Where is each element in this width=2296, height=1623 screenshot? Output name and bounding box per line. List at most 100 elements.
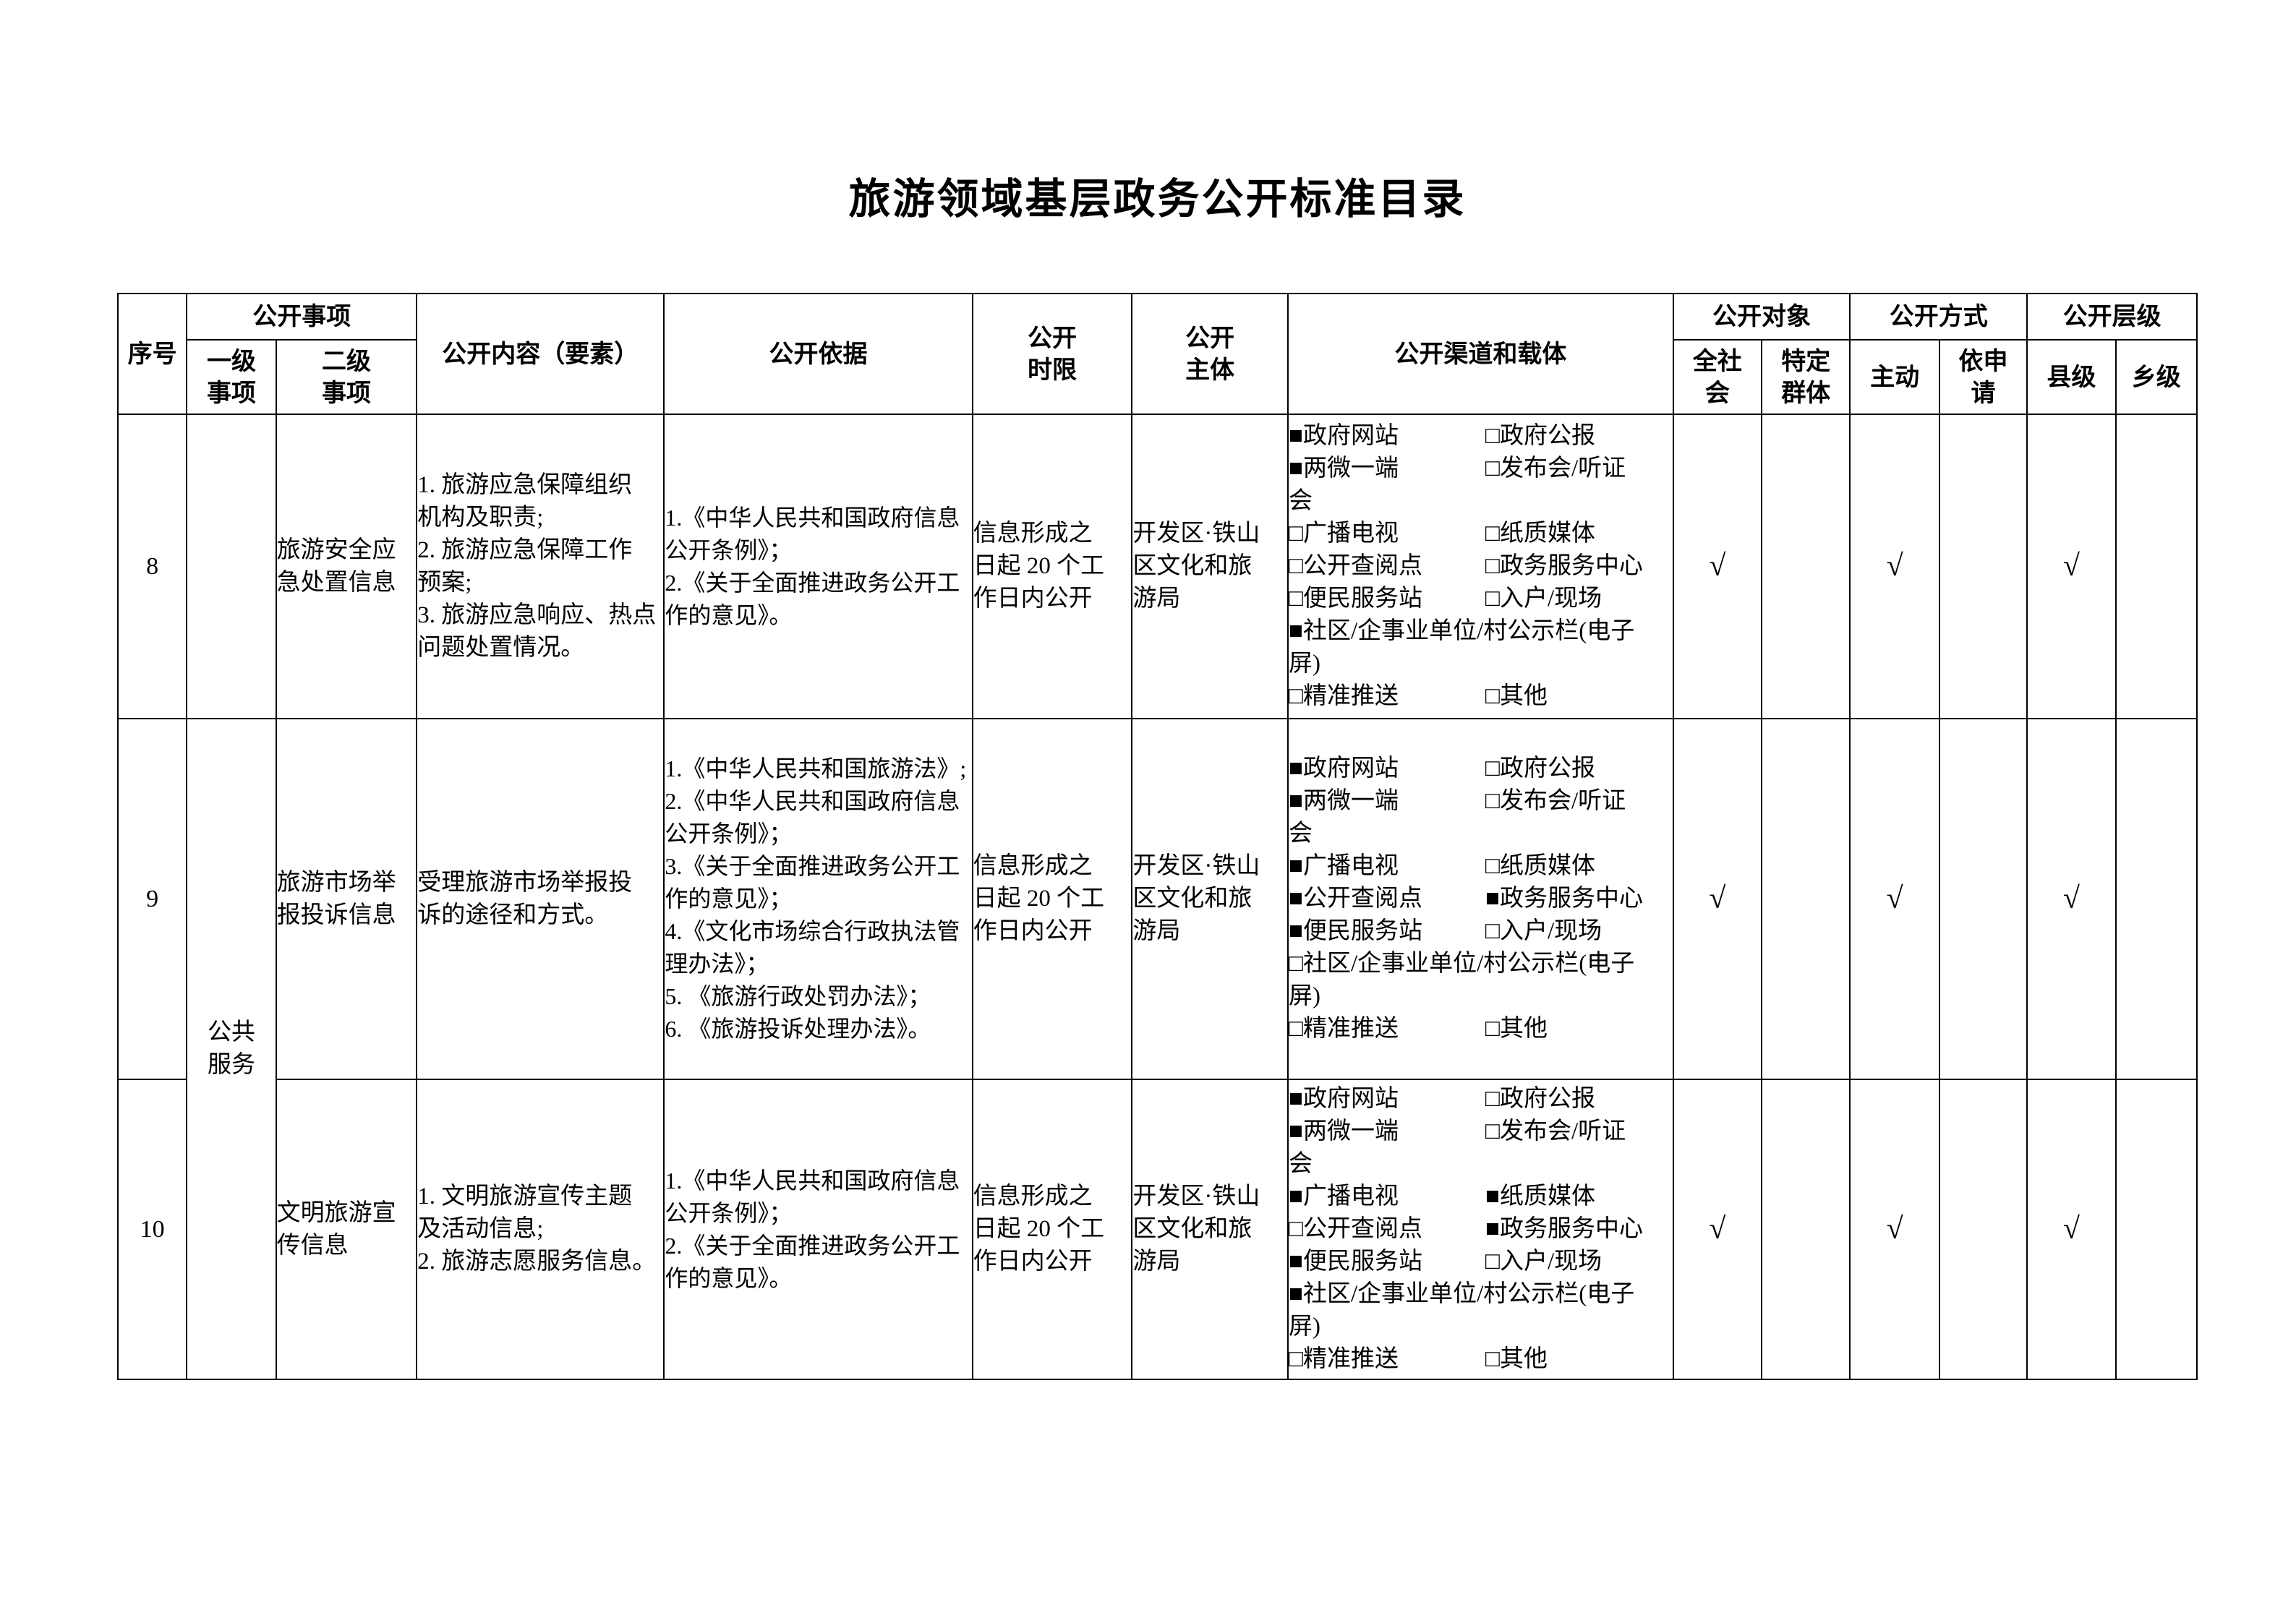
channel-right-item: □政府公报 xyxy=(1485,423,1595,449)
channel-line: □社区/企事业单位/村公示栏(电子 xyxy=(1289,948,1672,980)
channel-line: ■两微一端 □发布会/听证 xyxy=(1289,453,1672,485)
channel-line: □公开查阅点 □政务服务中心 xyxy=(1289,550,1672,583)
channel-left-item: ■社区/企事业单位/村公示栏(电子 xyxy=(1289,1281,1635,1307)
level1-cell xyxy=(186,414,277,719)
header-level2: 二级 事项 xyxy=(275,339,418,415)
channel-line: □精准推送 □其他 xyxy=(1289,1343,1672,1376)
header-basis: 公开依据 xyxy=(663,293,973,415)
seq-cell: 8 xyxy=(116,414,188,719)
channel-line: 屏) xyxy=(1289,648,1672,680)
header-row-sub: 一级 事项 二级 事项 全社 会 特定 群体 主动 依申 请 县级 乡级 xyxy=(118,339,2198,415)
time-limit-cell: 信息形成之 日起 20 个工 作日内公开 xyxy=(971,1079,1133,1380)
header-seq: 序号 xyxy=(116,293,188,415)
channel-left-item: ■政府网站 xyxy=(1289,1086,1399,1112)
check-level-town xyxy=(2114,1079,2198,1380)
channel-right-item: □入户/现场 xyxy=(1485,586,1602,612)
channel-right-item: □其他 xyxy=(1485,683,1548,709)
time-limit-cell: 信息形成之 日起 20 个工 作日内公开 xyxy=(971,718,1133,1080)
channel-left-item: 屏) xyxy=(1289,983,1321,1009)
channels-cell: ■政府网站 □政府公报 ■两微一端 □发布会/听证 会 ■广播电视 ■纸质媒体 □公开… xyxy=(1287,1079,1674,1380)
header-level-group: 公开层级 xyxy=(2026,293,2198,341)
channel-line: ■社区/企事业单位/村公示栏(电子 xyxy=(1289,1278,1672,1311)
header-time-limit: 公开 时限 xyxy=(971,293,1133,415)
channel-left-item: ■便民服务站 xyxy=(1289,918,1422,944)
channel-left-item: 屏) xyxy=(1289,651,1321,677)
check-mode-active: √ xyxy=(1849,414,1940,719)
channel-left-item: 会 xyxy=(1289,488,1313,514)
channel-left-item: ■广播电视 xyxy=(1289,1183,1399,1209)
channel-line: 会 xyxy=(1289,485,1672,518)
seq-cell: 9 xyxy=(116,718,188,1080)
channel-line: □精准推送 □其他 xyxy=(1289,680,1672,713)
subject-cell: 开发区·铁山 区文化和旅 游局 xyxy=(1131,718,1289,1080)
channel-right-item: □其他 xyxy=(1485,1016,1548,1042)
channel-left-item: □精准推送 xyxy=(1289,1016,1399,1042)
channel-right-item: □政府公报 xyxy=(1485,755,1595,781)
basis-cell: 1.《中华人民共和国政府信息 公开条例》； 2.《关于全面推进政务公开工 作的意… xyxy=(663,414,973,719)
channel-line: ■政府网站 □政府公报 xyxy=(1289,420,1672,453)
channel-left-item: □公开查阅点 xyxy=(1289,553,1422,579)
header-row-groups: 序号 公开事项 公开内容（要素） 公开依据 公开 时限 公开 主体 公开渠道和载… xyxy=(116,293,2198,415)
channel-line: ■便民服务站 □入户/现场 xyxy=(1289,915,1672,948)
channel-line: ■社区/企事业单位/村公示栏(电子 xyxy=(1289,615,1672,648)
basis-cell: 1.《中华人民共和国旅游法》; 2.《中华人民共和国政府信息 公开条例》； 3.… xyxy=(663,718,973,1080)
header-subject: 公开 主体 xyxy=(1131,293,1289,415)
channel-left-item: □精准推送 xyxy=(1289,1346,1399,1372)
table-row: 9 公共 服务 旅游市场举 报投诉信息 受理旅游市场举报投 诉的途径和方式。 1… xyxy=(116,718,2198,1380)
channel-line: 屏) xyxy=(1289,1311,1672,1343)
content-cell: 1. 旅游应急保障组织 机构及职责; 2. 旅游应急保障工作 预案; 3. 旅游… xyxy=(416,414,665,719)
channel-right-item: □政务服务中心 xyxy=(1485,553,1643,579)
level2-cell: 文明旅游宣 传信息 xyxy=(275,1079,418,1380)
channels-cell: ■政府网站 □政府公报 ■两微一端 □发布会/听证 会 ■广播电视 □纸质媒体 ■公开… xyxy=(1287,718,1674,1080)
channel-right-item: □发布会/听证 xyxy=(1485,1118,1626,1144)
header-channels: 公开渠道和载体 xyxy=(1287,293,1674,415)
channel-right-item: □发布会/听证 xyxy=(1485,455,1626,481)
channel-right-item: ■纸质媒体 xyxy=(1485,1183,1595,1209)
header-target-group: 公开对象 xyxy=(1672,293,1851,341)
header-disclosure-items: 公开事项 xyxy=(186,293,418,341)
channel-line: ■两微一端 □发布会/听证 xyxy=(1289,785,1672,818)
basis-cell: 1.《中华人民共和国政府信息 公开条例》； 2.《关于全面推进政务公开工 作的意… xyxy=(663,1079,973,1380)
check-level-town xyxy=(2114,414,2198,719)
check-target-specific xyxy=(1761,718,1851,1080)
check-target-all: √ xyxy=(1672,1079,1763,1380)
header-target-all: 全社 会 xyxy=(1672,339,1763,415)
channel-line: □广播电视 □纸质媒体 xyxy=(1289,518,1672,550)
channel-left-item: ■政府网站 xyxy=(1289,755,1399,781)
channel-line: ■广播电视 □纸质媒体 xyxy=(1289,850,1672,883)
check-level-town xyxy=(2114,718,2198,1080)
level2-cell: 旅游市场举 报投诉信息 xyxy=(275,718,418,1080)
table-row: 10 文明旅游宣 传信息 1. 文明旅游宣传主题 及活动信息; 2. 旅游志愿服… xyxy=(116,1079,2198,1380)
check-mode-active: √ xyxy=(1849,718,1940,1080)
level1-merged-cell: 公共 服务 xyxy=(186,718,277,1380)
channel-left-item: ■政府网站 xyxy=(1289,423,1399,449)
check-mode-request xyxy=(1938,1079,2028,1380)
channel-left-item: ■社区/企事业单位/村公示栏(电子 xyxy=(1289,618,1635,644)
channel-line: □便民服务站 □入户/现场 xyxy=(1289,583,1672,615)
channel-line: 会 xyxy=(1289,818,1672,850)
channel-left-item: ■两微一端 xyxy=(1289,788,1399,814)
content-cell: 1. 文明旅游宣传主题 及活动信息; 2. 旅游志愿服务信息。 xyxy=(416,1079,665,1380)
header-level-town: 乡级 xyxy=(2114,339,2198,415)
check-target-specific xyxy=(1761,1079,1851,1380)
catalog-table: 序号 公开事项 公开内容（要素） 公开依据 公开 时限 公开 主体 公开渠道和载… xyxy=(116,293,2198,1380)
channel-line: ■便民服务站 □入户/现场 xyxy=(1289,1246,1672,1278)
channel-left-item: □广播电视 xyxy=(1289,521,1399,547)
check-level-county: √ xyxy=(2026,718,2117,1080)
header-mode-request: 依申 请 xyxy=(1938,339,2028,415)
channel-right-item: □纸质媒体 xyxy=(1485,853,1595,879)
check-target-specific xyxy=(1761,414,1851,719)
check-target-all: √ xyxy=(1672,414,1763,719)
channel-line: ■公开查阅点 ■政务服务中心 xyxy=(1289,883,1672,915)
channels-cell: ■政府网站 □政府公报 ■两微一端 □发布会/听证 会 □广播电视 □纸质媒体 □公开… xyxy=(1287,414,1674,719)
channel-left-item: ■两微一端 xyxy=(1289,1118,1399,1144)
channel-left-item: ■公开查阅点 xyxy=(1289,886,1422,912)
subject-cell: 开发区·铁山 区文化和旅 游局 xyxy=(1131,1079,1289,1380)
channel-left-item: ■便民服务站 xyxy=(1289,1249,1422,1275)
channel-line: 屏) xyxy=(1289,980,1672,1013)
check-target-all: √ xyxy=(1672,718,1763,1080)
table-row: 8 旅游安全应 急处置信息 1. 旅游应急保障组织 机构及职责; 2. 旅游应急… xyxy=(116,414,2198,719)
channel-right-item: □入户/现场 xyxy=(1485,1249,1602,1275)
check-mode-active: √ xyxy=(1849,1079,1940,1380)
channel-left-item: □社区/企事业单位/村公示栏(电子 xyxy=(1289,951,1635,977)
